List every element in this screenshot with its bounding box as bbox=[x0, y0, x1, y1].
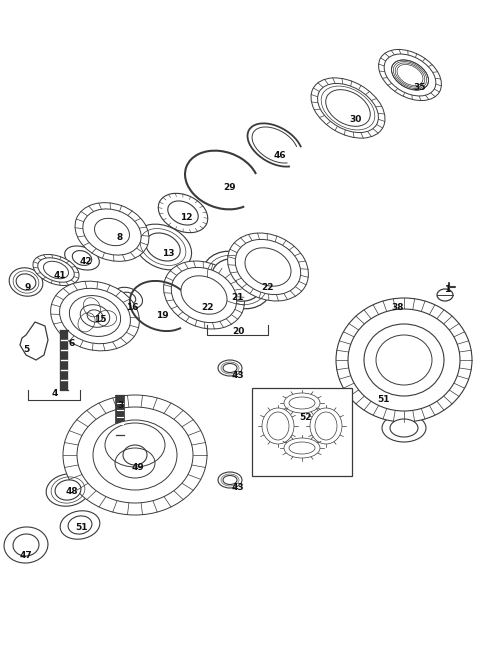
Ellipse shape bbox=[46, 474, 90, 506]
Text: 4: 4 bbox=[52, 388, 58, 398]
Ellipse shape bbox=[158, 193, 208, 233]
Text: 20: 20 bbox=[232, 328, 244, 337]
Ellipse shape bbox=[280, 390, 324, 416]
Ellipse shape bbox=[63, 395, 207, 515]
Ellipse shape bbox=[315, 412, 337, 440]
Ellipse shape bbox=[60, 288, 131, 344]
Text: 6: 6 bbox=[69, 339, 75, 348]
Ellipse shape bbox=[69, 295, 120, 337]
Ellipse shape bbox=[181, 276, 227, 314]
Ellipse shape bbox=[379, 50, 442, 100]
Ellipse shape bbox=[326, 90, 370, 126]
Ellipse shape bbox=[245, 248, 291, 286]
Ellipse shape bbox=[223, 476, 237, 485]
Text: 48: 48 bbox=[66, 487, 78, 496]
Ellipse shape bbox=[235, 239, 300, 295]
Ellipse shape bbox=[384, 54, 436, 96]
Ellipse shape bbox=[68, 516, 92, 534]
Ellipse shape bbox=[51, 281, 139, 351]
Ellipse shape bbox=[33, 255, 79, 286]
Ellipse shape bbox=[164, 261, 244, 329]
Text: 38: 38 bbox=[392, 303, 404, 312]
Text: 3: 3 bbox=[117, 400, 123, 409]
Ellipse shape bbox=[267, 412, 289, 440]
Ellipse shape bbox=[258, 405, 298, 447]
Ellipse shape bbox=[289, 397, 315, 409]
Text: 22: 22 bbox=[202, 303, 214, 312]
Text: 22: 22 bbox=[262, 284, 274, 293]
Ellipse shape bbox=[223, 364, 237, 373]
Ellipse shape bbox=[228, 233, 308, 301]
Ellipse shape bbox=[218, 472, 242, 488]
Ellipse shape bbox=[134, 224, 192, 270]
Text: 13: 13 bbox=[162, 248, 174, 257]
Ellipse shape bbox=[9, 268, 43, 296]
Text: 8: 8 bbox=[117, 233, 123, 242]
Bar bbox=[252, 388, 352, 476]
Ellipse shape bbox=[392, 60, 429, 90]
Text: 16: 16 bbox=[126, 303, 138, 312]
Text: 5: 5 bbox=[23, 345, 29, 354]
Ellipse shape bbox=[95, 218, 130, 246]
Ellipse shape bbox=[4, 527, 48, 563]
Ellipse shape bbox=[306, 405, 346, 447]
Ellipse shape bbox=[44, 261, 69, 279]
Ellipse shape bbox=[310, 408, 342, 444]
Ellipse shape bbox=[75, 202, 149, 261]
Ellipse shape bbox=[16, 274, 36, 290]
Ellipse shape bbox=[120, 292, 136, 304]
Ellipse shape bbox=[171, 267, 237, 323]
Text: 30: 30 bbox=[350, 115, 362, 124]
Ellipse shape bbox=[83, 209, 141, 255]
Ellipse shape bbox=[390, 419, 418, 437]
Text: 35: 35 bbox=[414, 83, 426, 92]
Ellipse shape bbox=[280, 435, 324, 461]
Ellipse shape bbox=[60, 511, 100, 539]
Ellipse shape bbox=[77, 407, 193, 503]
Text: 1: 1 bbox=[444, 286, 450, 295]
Ellipse shape bbox=[284, 438, 320, 458]
Text: 43: 43 bbox=[232, 483, 244, 493]
Ellipse shape bbox=[382, 414, 426, 442]
Ellipse shape bbox=[146, 233, 180, 261]
Ellipse shape bbox=[38, 258, 74, 282]
Ellipse shape bbox=[113, 288, 143, 309]
Text: 52: 52 bbox=[300, 413, 312, 422]
Ellipse shape bbox=[65, 246, 99, 270]
Text: 42: 42 bbox=[80, 257, 92, 267]
Text: 51: 51 bbox=[378, 396, 390, 405]
Polygon shape bbox=[20, 322, 48, 360]
Text: 51: 51 bbox=[76, 523, 88, 531]
Ellipse shape bbox=[72, 251, 92, 265]
Text: 12: 12 bbox=[180, 214, 192, 223]
Ellipse shape bbox=[212, 259, 262, 301]
Ellipse shape bbox=[168, 201, 198, 225]
Ellipse shape bbox=[93, 420, 177, 490]
Text: 41: 41 bbox=[54, 271, 66, 280]
Text: 19: 19 bbox=[156, 310, 168, 320]
Text: 21: 21 bbox=[232, 293, 244, 303]
Ellipse shape bbox=[437, 289, 453, 301]
Ellipse shape bbox=[318, 83, 378, 132]
Ellipse shape bbox=[336, 298, 472, 422]
Ellipse shape bbox=[203, 251, 272, 309]
Text: 29: 29 bbox=[224, 183, 236, 193]
Ellipse shape bbox=[55, 480, 81, 500]
Ellipse shape bbox=[348, 309, 460, 411]
Text: 15: 15 bbox=[94, 316, 106, 324]
Ellipse shape bbox=[289, 442, 315, 454]
Ellipse shape bbox=[262, 408, 294, 444]
Ellipse shape bbox=[218, 360, 242, 376]
Text: 49: 49 bbox=[132, 464, 144, 472]
Ellipse shape bbox=[284, 393, 320, 413]
Text: 43: 43 bbox=[232, 371, 244, 379]
Ellipse shape bbox=[311, 78, 385, 138]
Ellipse shape bbox=[13, 534, 39, 556]
Text: 46: 46 bbox=[274, 151, 286, 160]
Text: 47: 47 bbox=[20, 550, 32, 559]
Text: 9: 9 bbox=[25, 282, 31, 291]
Ellipse shape bbox=[364, 324, 444, 396]
